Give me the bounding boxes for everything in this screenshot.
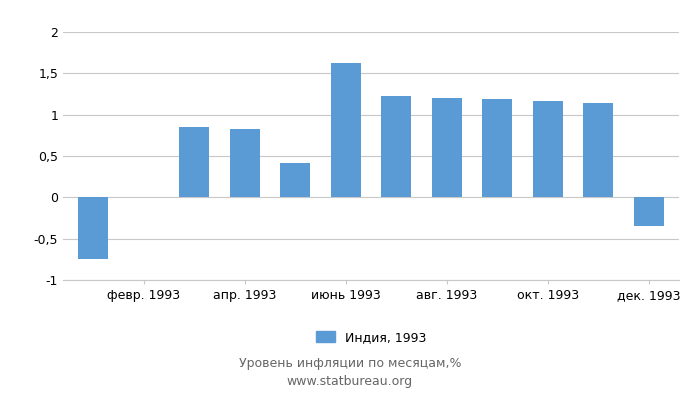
- Bar: [230, 129, 260, 197]
- Bar: [179, 127, 209, 197]
- Bar: [432, 98, 462, 197]
- Bar: [78, 197, 108, 259]
- Bar: [482, 99, 512, 197]
- Bar: [280, 163, 310, 197]
- Text: Уровень инфляции по месяцам,%
www.statbureau.org: Уровень инфляции по месяцам,% www.statbu…: [239, 356, 461, 388]
- Bar: [533, 102, 563, 197]
- Bar: [381, 96, 412, 197]
- Bar: [330, 62, 361, 197]
- Legend: Индия, 1993: Индия, 1993: [316, 331, 426, 344]
- Bar: [634, 197, 664, 226]
- Bar: [583, 103, 613, 197]
